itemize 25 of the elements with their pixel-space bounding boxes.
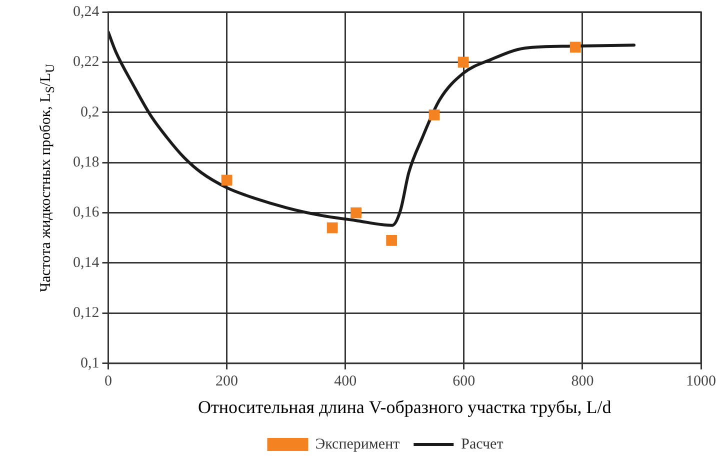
x-tick-label: 200 [216, 373, 238, 390]
y-tick-label: 0,16 [73, 204, 100, 221]
point [221, 174, 232, 186]
point [350, 207, 362, 218]
y-tick-label: 0,12 [73, 305, 100, 322]
point [570, 42, 581, 53]
y-tick-label: 0,2 [80, 104, 100, 120]
x-tick-label: 0 [104, 373, 112, 390]
point [428, 109, 440, 120]
line-series [108, 30, 636, 227]
x-tick-label: 600 [452, 373, 476, 390]
point [386, 234, 398, 246]
legend-label: Эксперимент [315, 436, 400, 452]
x-tick-label: 1000 [686, 373, 716, 390]
y-tick-label: 0,1 [80, 355, 100, 372]
x-axis-title: Относительная длина V-образного участка трубы, L/d [198, 396, 612, 417]
x-tick-label: 400 [334, 373, 357, 390]
y-tick-label: 0,18 [73, 154, 100, 171]
y-tick-label: 0,14 [73, 254, 100, 271]
point [326, 222, 338, 234]
y-tick-label: 0,22 [73, 54, 100, 70]
point [458, 56, 469, 68]
legend-label: Расчет [461, 436, 504, 452]
y-tick-label: 0,24 [73, 4, 100, 20]
x-tick-label: 800 [571, 373, 594, 390]
